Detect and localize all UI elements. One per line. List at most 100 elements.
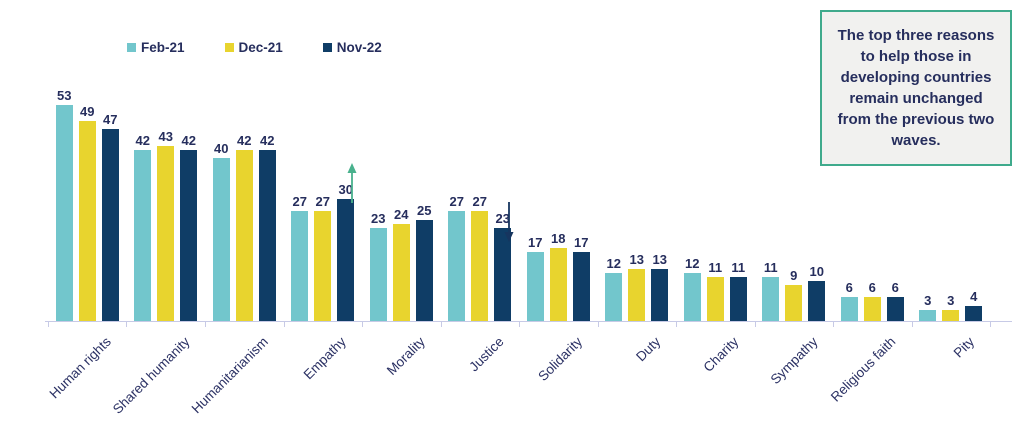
x-axis-tick xyxy=(440,322,442,327)
x-axis-tick xyxy=(990,322,991,327)
bar-column: 13 xyxy=(628,251,646,322)
bar-column: 47 xyxy=(101,112,119,322)
legend-swatch-icon xyxy=(322,43,332,52)
bar-column: 11 xyxy=(762,260,780,322)
bar-column: 23 xyxy=(494,210,512,322)
bar xyxy=(549,248,567,322)
bar xyxy=(651,268,669,322)
bar-value-label: 11 xyxy=(731,259,746,275)
bar xyxy=(965,305,983,322)
legend-label: Dec-21 xyxy=(238,40,283,55)
bar-value-label: 42 xyxy=(135,132,150,148)
plot-area: 53 49 47 Human rights 42 43 42 Shared humanity 4… xyxy=(45,78,1012,417)
bar-value-label: 42 xyxy=(260,132,275,148)
bar xyxy=(369,227,387,322)
bar-value-label: 49 xyxy=(80,104,95,120)
bar-column: 42 xyxy=(235,133,253,322)
bar-column: 40 xyxy=(212,141,230,322)
bar xyxy=(572,252,590,322)
bar-column: 17 xyxy=(526,235,544,322)
bar-column: 17 xyxy=(572,235,590,322)
bar-cluster: 11 9 10 xyxy=(762,260,826,322)
bar-value-label: 6 xyxy=(891,280,899,296)
bar xyxy=(235,149,253,322)
x-axis-tick xyxy=(361,322,363,327)
bar-column: 3 xyxy=(919,292,937,322)
bar-groups: 53 49 47 Human rights 42 43 42 Shared humanity 4… xyxy=(46,78,991,417)
bar-cluster: 17 18 17 xyxy=(526,231,590,322)
bar-value-label: 23 xyxy=(495,210,510,226)
bar xyxy=(785,285,803,322)
bar-column: 30 xyxy=(337,182,355,322)
x-axis-line xyxy=(45,321,1012,322)
bar xyxy=(526,252,544,322)
bar-column: 24 xyxy=(392,207,410,322)
bar-column: 6 xyxy=(863,280,881,322)
bar-column: 11 xyxy=(729,259,747,322)
bar-column: 6 xyxy=(886,280,904,322)
bar-cluster: 27 27 30 xyxy=(291,182,355,322)
bar-value-label: 9 xyxy=(790,268,798,284)
bar xyxy=(258,149,276,322)
x-axis-tick xyxy=(48,322,49,327)
x-axis-tick xyxy=(519,322,520,327)
bar xyxy=(392,223,410,322)
bar-value-label: 4 xyxy=(970,288,978,304)
bar-group: 23 24 25 Morality xyxy=(362,78,441,378)
bar-column: 42 xyxy=(180,132,198,322)
bar-column: 6 xyxy=(840,280,858,322)
bar-value-label: 53 xyxy=(57,87,72,103)
bar-value-label: 11 xyxy=(708,259,723,275)
category-label: Charity xyxy=(701,334,742,375)
bar-value-label: 13 xyxy=(629,251,644,267)
bar xyxy=(101,129,119,322)
bar-value-label: 12 xyxy=(685,255,700,271)
bar-group: 42 43 42 Shared humanity xyxy=(110,78,206,417)
legend-item: Nov-22 xyxy=(322,40,382,55)
category-label: Morality xyxy=(383,334,428,379)
bar-group: 12 11 11 Charity xyxy=(676,78,755,375)
bar-column: 18 xyxy=(549,231,567,322)
legend-swatch-icon xyxy=(127,43,136,52)
bar-value-label: 27 xyxy=(472,194,487,210)
legend-item: Dec-21 xyxy=(224,40,283,55)
category-label: Duty xyxy=(633,334,664,365)
bar-column: 12 xyxy=(605,256,623,322)
bar-column: 13 xyxy=(651,252,669,322)
x-axis-tick xyxy=(833,322,834,327)
bar-value-label: 40 xyxy=(214,141,229,156)
bar-cluster: 53 49 47 xyxy=(55,87,119,322)
x-axis-tick xyxy=(204,322,206,327)
bar-group: 3 3 4 Pity xyxy=(912,78,991,361)
bar-cluster: 12 13 13 xyxy=(605,251,669,322)
bar-value-label: 27 xyxy=(292,194,307,210)
callout-text: The top three reasons to help those in d… xyxy=(837,27,995,149)
bar-cluster: 40 42 42 xyxy=(212,132,276,322)
bar-value-label: 25 xyxy=(417,202,432,218)
bar xyxy=(605,272,623,322)
bar xyxy=(448,211,466,322)
x-axis-tick xyxy=(675,322,677,327)
bar-value-label: 6 xyxy=(868,280,876,296)
category-label: Religious faith xyxy=(828,334,899,405)
legend-item: Feb-21 xyxy=(127,40,185,55)
bar xyxy=(762,276,780,322)
bar-group: 12 13 13 Duty xyxy=(598,78,677,364)
bar-value-label: 18 xyxy=(551,231,566,247)
category-label: Humanitarianism xyxy=(188,334,271,417)
bar xyxy=(337,199,355,322)
bar-value-label: 42 xyxy=(181,132,196,148)
bar-column: 12 xyxy=(683,255,701,322)
bar xyxy=(291,211,309,322)
bar-value-label: 3 xyxy=(924,292,932,308)
bar xyxy=(212,158,230,322)
bar-column: 4 xyxy=(965,288,983,322)
bar-column: 11 xyxy=(706,259,724,322)
bar xyxy=(134,149,152,322)
bar-column: 53 xyxy=(55,87,73,322)
bar-column: 27 xyxy=(471,194,489,322)
bar xyxy=(808,281,826,322)
bar-value-label: 6 xyxy=(845,280,853,296)
